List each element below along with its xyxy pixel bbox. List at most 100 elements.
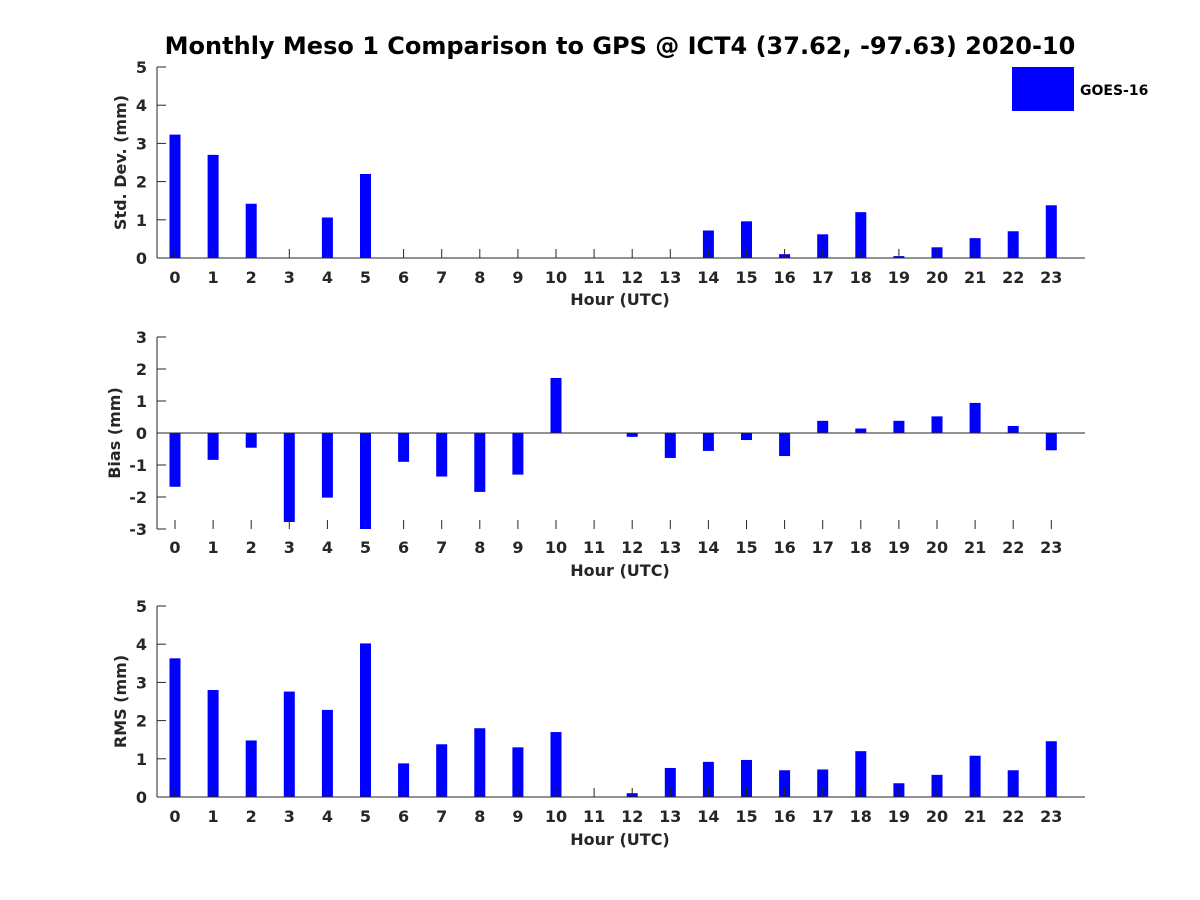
bias-bar-hour-12: [626, 433, 638, 437]
rms-x-tick-label: 8: [474, 807, 485, 826]
bias-x-tick-label: 21: [964, 538, 986, 557]
rms-x-tick-label: 7: [436, 807, 447, 826]
bias-x-tick-label: 13: [659, 538, 681, 557]
bias-bar-hour-9: [512, 433, 524, 475]
bias-x-tick-label: 20: [926, 538, 948, 557]
bias-x-tick-label: 6: [398, 538, 409, 557]
rms-bar-hour-15: [741, 759, 752, 797]
std-bar-hour-22: [1007, 231, 1019, 258]
rms-x-tick-label: 3: [284, 807, 295, 826]
rms-bar-hour-21: [969, 755, 981, 797]
rms-bar-hour-16: [779, 770, 791, 797]
std-y-tick-label: 0: [136, 249, 147, 268]
std-bar-hour-0: [169, 134, 181, 258]
rms-y-tick-label: 3: [136, 673, 147, 692]
std-x-tick-label: 18: [850, 268, 872, 287]
rms-bar-hour-5: [360, 643, 371, 797]
rms-x-axis-label: Hour (UTC): [570, 830, 670, 849]
bias-x-tick-label: 18: [850, 538, 872, 557]
bias-x-tick-label: 22: [1002, 538, 1024, 557]
rms-x-tick-label: 6: [398, 807, 409, 826]
rms-bar-hour-23: [1045, 741, 1057, 797]
std-x-tick-label: 17: [812, 268, 834, 287]
bias-x-tick-label: 5: [360, 538, 371, 557]
bias-y-tick-label: 2: [136, 360, 147, 379]
bias-x-tick-label: 4: [322, 538, 333, 557]
std-x-tick-label: 12: [621, 268, 643, 287]
std-x-tick-label: 0: [169, 268, 180, 287]
rms-x-tick-label: 13: [659, 807, 681, 826]
std-y-tick-label: 2: [136, 173, 147, 192]
bias-bar-hour-14: [702, 433, 714, 451]
bias-bar-hour-16: [779, 433, 791, 457]
rms-bar-hour-20: [931, 774, 943, 797]
bias-bar-hour-18: [855, 428, 867, 433]
rms-x-tick-label: 11: [583, 807, 605, 826]
legend-swatch-goes-16: [1012, 67, 1074, 111]
bias-bar-hour-7: [436, 433, 448, 477]
bias-y-tick-label: 0: [136, 424, 147, 443]
bias-y-tick-label: -3: [129, 520, 147, 539]
std-x-tick-label: 20: [926, 268, 948, 287]
bias-x-tick-label: 19: [888, 538, 910, 557]
std-bar-hour-15: [741, 221, 752, 258]
rms-x-tick-label: 15: [735, 807, 757, 826]
bias-bar-hour-0: [169, 433, 181, 487]
std-bar-hour-18: [855, 212, 867, 258]
rms-x-tick-label: 10: [545, 807, 567, 826]
bias-x-tick-label: 7: [436, 538, 447, 557]
std-x-tick-label: 5: [360, 268, 371, 287]
bias-bar-hour-17: [817, 420, 829, 433]
bias-bar-hour-6: [398, 433, 410, 462]
rms-y-tick-label: 2: [136, 712, 147, 731]
std-x-tick-label: 22: [1002, 268, 1024, 287]
rms-x-tick-label: 18: [850, 807, 872, 826]
bias-bar-hour-1: [207, 433, 219, 460]
rms-bar-hour-6: [398, 763, 410, 797]
std-x-axis-label: Hour (UTC): [570, 290, 670, 309]
bias-bar-hour-2: [245, 433, 257, 448]
std-y-axis-label: Std. Dev. (mm): [111, 95, 130, 230]
legend-label-goes-16: GOES-16: [1080, 83, 1148, 99]
bias-x-tick-label: 3: [284, 538, 295, 557]
rms-x-tick-label: 14: [697, 807, 719, 826]
bias-bar-hour-23: [1045, 433, 1057, 451]
std-x-tick-label: 21: [964, 268, 986, 287]
rms-bar-hour-14: [702, 761, 714, 797]
bias-y-tick-label: -2: [129, 488, 147, 507]
bias-bar-hour-20: [931, 416, 943, 433]
std-x-tick-label: 2: [246, 268, 257, 287]
std-bar-hour-1: [207, 154, 219, 258]
rms-x-tick-label: 2: [246, 807, 257, 826]
std-x-tick-label: 10: [545, 268, 567, 287]
rms-bar-hour-4: [321, 709, 333, 797]
bias-bar-hour-3: [283, 433, 295, 522]
rms-x-tick-label: 16: [773, 807, 795, 826]
rms-bar-hour-7: [436, 744, 448, 797]
bias-x-tick-label: 17: [812, 538, 834, 557]
bias-bar-hour-22: [1007, 425, 1019, 433]
std-x-tick-label: 14: [697, 268, 719, 287]
bias-bar-hour-5: [360, 433, 371, 529]
bias-x-tick-label: 1: [208, 538, 219, 557]
std-bar-hour-17: [817, 234, 829, 258]
bias-x-tick-label: 14: [697, 538, 719, 557]
bias-bar-hour-21: [969, 402, 981, 433]
legend: GOES-16: [1012, 67, 1148, 111]
rms-x-tick-label: 0: [169, 807, 180, 826]
std-x-tick-label: 3: [284, 268, 295, 287]
rms-bar-hour-17: [817, 769, 829, 797]
rms-y-tick-label: 1: [136, 750, 147, 769]
bias-bar-hour-8: [474, 433, 486, 492]
rms-bar-hour-22: [1007, 770, 1019, 797]
std-x-tick-label: 19: [888, 268, 910, 287]
rms-x-tick-label: 20: [926, 807, 948, 826]
std-bar-hour-5: [360, 173, 371, 258]
std-y-tick-label: 1: [136, 211, 147, 230]
rms-x-tick-label: 21: [964, 807, 986, 826]
bias-x-tick-label: 16: [773, 538, 795, 557]
std-x-tick-label: 6: [398, 268, 409, 287]
rms-bar-hour-1: [207, 690, 219, 797]
std-bar-hour-21: [969, 238, 981, 258]
